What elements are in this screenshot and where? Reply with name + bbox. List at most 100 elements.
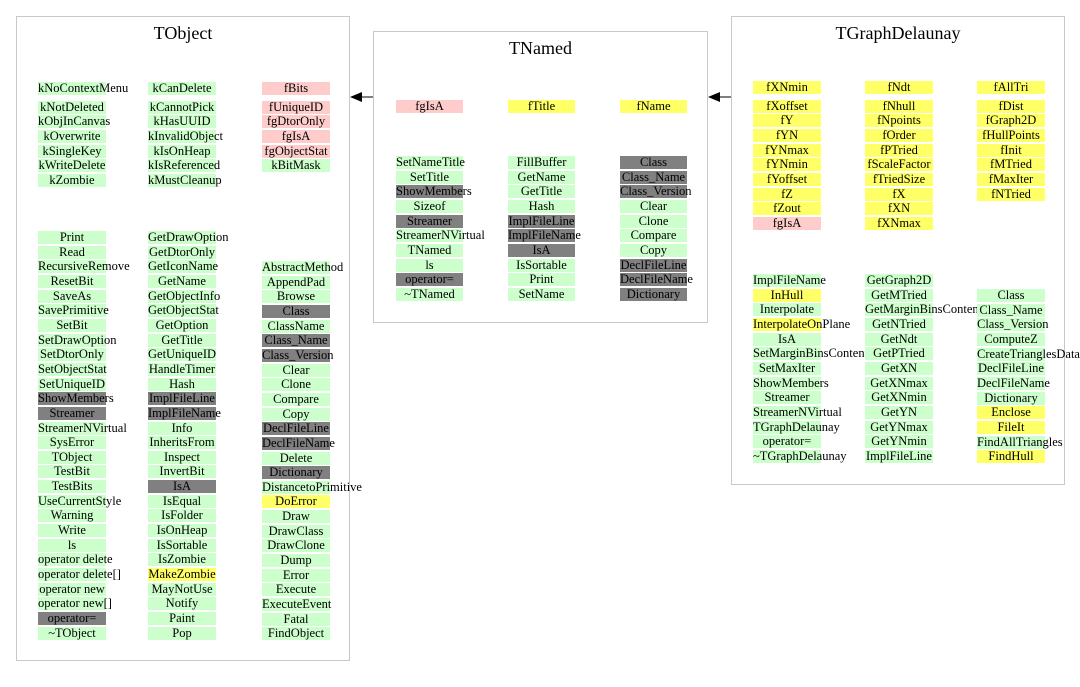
member-cell: fTriedSize (865, 172, 933, 186)
member-label: operator new (39, 581, 105, 596)
member-label: Execute (275, 582, 317, 597)
member-cell: FindAllTriangles (977, 435, 1063, 449)
member-cell: Class (977, 289, 1045, 302)
member-label: Class_Name (621, 169, 686, 184)
member-cell: IsSortable (148, 538, 216, 552)
member-label: GetDtorOnly (149, 244, 215, 259)
member-label: GetYN (880, 404, 918, 419)
member-label: fX (892, 186, 906, 201)
member-label: SetTitle (409, 169, 450, 184)
member-cell: Class_Name (977, 302, 1045, 317)
member-label: fTitle (527, 99, 556, 113)
member-cell: Class_Name (620, 169, 687, 184)
member-cell: ImplFileName (753, 274, 826, 287)
member-cell: ShowMembers (753, 376, 829, 390)
member-cell: Dictionary (620, 287, 687, 301)
member-label: GetObjectInfo (148, 288, 221, 303)
member-cell: Paint (148, 611, 216, 625)
member-label: IsSortable (516, 257, 567, 272)
member-label: Class_Version (977, 317, 1049, 332)
member-cell: fHullPoints (977, 128, 1045, 142)
member-cell: fYNmin (753, 158, 821, 172)
member-cell: GetMarginBinsContent (865, 303, 982, 317)
member-label: CreateTrianglesDataStructure (977, 346, 1080, 361)
member-cell: kWriteDelete (38, 159, 106, 173)
member-cell: GetName (148, 275, 216, 288)
member-label: Clone (281, 377, 311, 392)
member-label: DeclFileLine (978, 361, 1044, 376)
member-cell: Streamer (396, 214, 463, 228)
member-cell: kIsReferenced (148, 159, 220, 173)
member-label: DeclFileName (977, 375, 1050, 390)
member-cell: ResetBit (38, 275, 106, 288)
member-cell: Fatal (262, 612, 330, 626)
member-label: ImplFileLine (149, 391, 215, 406)
member-label: Streamer (764, 390, 810, 405)
member-cell: GetXNmax (865, 376, 933, 390)
member-label: kIsReferenced (148, 158, 221, 173)
member-cell: FindObject (262, 627, 330, 641)
member-cell: GetGraph2D (865, 274, 933, 287)
member-cell: Class (262, 305, 330, 318)
member-label: ImplFileLine (866, 448, 932, 463)
member-label: Class (997, 288, 1025, 302)
member-cell: SetName (508, 287, 575, 301)
member-label: StreamerNVirtual (38, 420, 127, 435)
member-cell: CreateTrianglesDataStructure (977, 347, 1080, 361)
member-label: InheritsFrom (149, 435, 215, 450)
member-label: fDist (998, 98, 1024, 113)
member-label: TNamed (407, 242, 452, 257)
member-label: GetName (517, 169, 566, 184)
member-cell: operator= (753, 435, 821, 449)
member-label: kObjInCanvas (38, 114, 111, 129)
member-cell: Clear (620, 200, 687, 213)
member-cell: SetObjectStat (38, 362, 107, 376)
member-cell: GetXN (865, 361, 933, 375)
member-cell: GetYNmax (865, 420, 933, 434)
member-cell: kCannotPick (148, 100, 216, 114)
member-cell: ShowMembers (38, 392, 114, 406)
member-cell: IsEqual (148, 494, 216, 508)
member-label: GetDrawOption (148, 230, 229, 244)
member-label: operator new[] (38, 596, 112, 611)
member-cell: fScaleFactor (865, 158, 933, 172)
member-label: Copy (282, 406, 310, 421)
member-cell: kNoContextMenu (38, 82, 128, 95)
member-label: fgObjectStat (264, 143, 328, 158)
member-label: DeclFileName (620, 272, 693, 287)
member-cell: Class_Name (262, 334, 330, 348)
member-cell: ~TNamed (396, 287, 463, 301)
member-label: SetDrawOption (38, 332, 117, 347)
member-cell: ls (38, 538, 106, 552)
member-cell: operator new (38, 581, 106, 596)
member-cell: TGraphDelaunay (753, 420, 840, 434)
member-cell: GetTitle (148, 333, 216, 347)
member-cell: ShowMembers (396, 185, 472, 199)
member-cell: fgIsA (262, 129, 330, 143)
member-cell: GetMTried (865, 288, 933, 302)
member-label: fgIsA (772, 215, 802, 230)
member-label: fNpoints (877, 113, 921, 128)
member-cell: fMaxIter (977, 171, 1045, 186)
member-cell: Clear (262, 362, 330, 377)
member-label: SetMaxIter (758, 360, 816, 375)
member-cell: AppendPad (262, 275, 330, 289)
member-label: Class (282, 304, 310, 318)
member-label: Clear (282, 362, 310, 377)
member-label: Dictionary (984, 390, 1038, 405)
member-label: fXoffset (766, 98, 808, 113)
member-cell: GetObjectStat (148, 304, 219, 318)
member-label: IsOnHeap (156, 523, 208, 537)
member-label: fMaxIter (988, 171, 1034, 186)
member-label: Class_Name (979, 302, 1043, 317)
member-cell: DoError (262, 495, 330, 509)
member-cell: fXN (865, 202, 933, 216)
member-label: ImplFileName (508, 228, 581, 243)
member-cell: SetDtorOnly (38, 348, 106, 362)
member-label: SetUniqueID (39, 376, 105, 391)
member-label: DeclFileLine (620, 257, 687, 272)
member-label: SetNameTitle (396, 155, 465, 169)
member-label: Dictionary (269, 465, 323, 480)
member-cell: GetDrawOption (148, 231, 229, 244)
